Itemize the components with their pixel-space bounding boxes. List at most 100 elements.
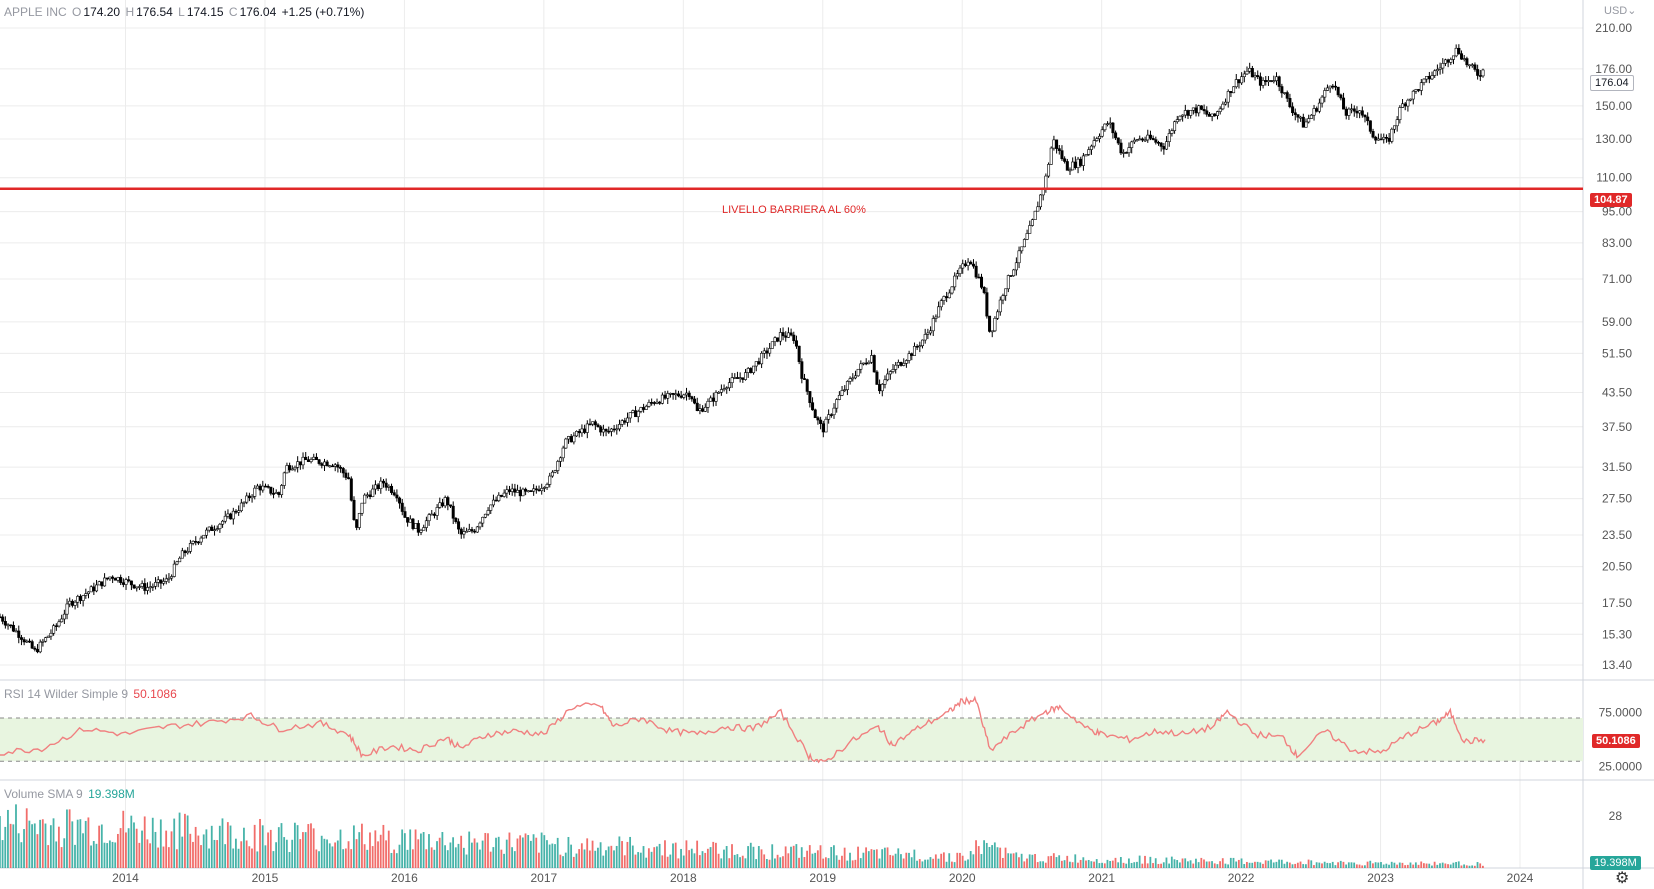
volume-bar — [854, 859, 857, 868]
volume-bar — [4, 826, 7, 868]
candle-body — [1020, 246, 1024, 252]
candle-body — [242, 501, 246, 504]
volume-bar — [17, 833, 20, 868]
candle-body — [545, 484, 549, 488]
volume-bar — [1136, 861, 1138, 868]
candle-body — [902, 363, 906, 366]
candle-body — [524, 488, 528, 492]
volume-bar — [1071, 862, 1074, 868]
volume-bar — [9, 823, 12, 868]
volume-bar — [1283, 863, 1286, 868]
candle-body — [773, 337, 777, 343]
candle-body — [1272, 80, 1276, 82]
candle-body — [368, 494, 372, 498]
volume-bar — [326, 839, 328, 868]
volume-bar — [1178, 862, 1181, 868]
volume-bar — [993, 842, 996, 868]
candle-body — [945, 296, 949, 299]
volume-bar — [1329, 863, 1331, 868]
candle-body — [344, 472, 348, 478]
volume-bar — [315, 849, 318, 868]
price-header: APPLE INC O 174.20 H 176.54 L 174.15 C 176.0… — [4, 5, 366, 19]
volume-bar — [1256, 861, 1259, 868]
volume-bar — [452, 837, 455, 868]
candle-body — [1084, 154, 1088, 157]
volume-bar — [1012, 853, 1015, 868]
barrier-label: LIVELLO BARRIERA AL 60% — [722, 204, 866, 216]
x-tick-label: 2020 — [949, 871, 976, 885]
candle-body — [403, 511, 407, 518]
candle-body — [1468, 64, 1472, 67]
candle-body — [706, 400, 710, 408]
volume-bar — [111, 841, 114, 868]
volume-bar — [336, 840, 339, 868]
candle-body — [1352, 108, 1356, 112]
candle-body — [862, 362, 866, 365]
candle-body — [1427, 76, 1431, 80]
volume-bar — [269, 829, 272, 868]
volume-bar — [1278, 859, 1280, 868]
candle-body — [617, 424, 621, 430]
candle-body — [714, 392, 718, 402]
volume-bar — [889, 854, 892, 868]
candle-body — [392, 492, 396, 496]
candle-body — [1183, 110, 1187, 116]
volume-bar — [1382, 864, 1385, 868]
volume-bar — [841, 855, 843, 868]
volume-bar — [594, 850, 597, 868]
volume-bar — [725, 846, 728, 868]
volume-bar — [1412, 864, 1415, 868]
volume-bar — [44, 823, 47, 868]
volume-bar — [492, 847, 495, 868]
volume-bar — [599, 842, 602, 868]
candle-body — [1119, 142, 1123, 154]
candle-body — [172, 563, 176, 577]
candle-body — [1221, 103, 1225, 110]
candle-body — [1057, 148, 1061, 151]
candle-body — [435, 507, 439, 516]
candle-body — [103, 577, 107, 587]
gear-icon[interactable]: ⚙ — [1615, 870, 1630, 887]
volume-bar — [513, 851, 516, 868]
volume-bar — [661, 855, 664, 868]
candle-body — [797, 345, 801, 362]
volume-bar — [1111, 860, 1114, 868]
candle-body — [534, 488, 538, 491]
volume-bar — [956, 852, 959, 868]
volume-bar — [921, 861, 924, 868]
currency-selector[interactable]: USD⌄ — [1604, 4, 1636, 17]
volume-bar — [1157, 863, 1160, 868]
volume-bar — [1044, 862, 1047, 868]
candle-body — [1022, 239, 1026, 248]
volume-bar — [798, 857, 800, 868]
currency-label: USD — [1604, 5, 1628, 17]
candle-body — [1449, 59, 1453, 63]
volume-bar — [610, 845, 613, 868]
volume-bar — [720, 858, 723, 868]
candle-body — [314, 456, 318, 460]
candle-body — [373, 484, 377, 490]
volume-bar — [567, 836, 570, 868]
candle-body — [132, 584, 136, 589]
volume-bar — [1240, 858, 1243, 868]
candle-body — [722, 388, 726, 391]
candle-body — [1148, 134, 1152, 139]
candle-body — [609, 428, 613, 432]
volume-bar — [559, 854, 562, 868]
volume-bar — [1431, 865, 1433, 868]
volume-bar — [905, 852, 908, 868]
candle-body — [9, 624, 13, 627]
candle-body — [781, 332, 785, 337]
candle-body — [784, 335, 788, 338]
candle-body — [870, 355, 874, 363]
volume-bar — [570, 844, 573, 868]
volume-bar — [806, 850, 808, 868]
volume-bar — [387, 830, 390, 868]
volume-bar — [234, 838, 237, 868]
candle-body — [489, 504, 493, 511]
volume-bar — [1334, 865, 1337, 868]
volume-bar — [55, 841, 58, 868]
volume-bar — [296, 825, 299, 868]
candle-body — [135, 586, 139, 589]
